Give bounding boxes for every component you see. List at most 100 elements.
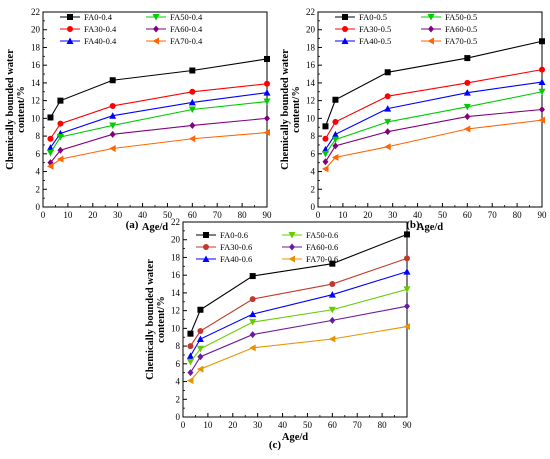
data-point [464,55,471,62]
legend-marker [342,14,348,20]
data-point [56,155,64,163]
y-tick-label: 0 [311,202,316,212]
data-point [464,113,471,121]
data-point [249,344,256,352]
y-tick-label: 2 [36,184,41,194]
series-FA50-0.6 [186,286,411,366]
data-point [188,135,196,143]
y-tick-label: 8 [36,131,41,141]
data-point [329,316,336,324]
y-tick-label: 16 [306,60,316,70]
y-tick-label: 18 [31,42,41,52]
data-point [46,149,54,157]
legend-entry: FA70-0.6 [282,254,338,264]
data-point [189,88,196,95]
legend-entry: FA60-0.4 [146,24,203,34]
data-point [186,377,194,385]
data-point [403,268,411,275]
x-tick-label: 90 [263,210,273,220]
data-point [46,162,54,170]
x-tick-label: 20 [363,210,373,220]
series-line [325,119,543,170]
legend-label: FA40-0.5 [359,36,391,46]
legend-label: FA50-0.6 [306,230,338,240]
data-point [321,165,329,173]
legend-label: FA70-0.4 [170,36,203,46]
y-tick-label: 12 [171,306,180,316]
y-tick-label: 4 [36,167,41,177]
legend-marker [342,26,348,32]
x-tick-label: 10 [63,210,73,220]
data-point [463,103,471,111]
y-tick-label: 10 [306,113,316,123]
legend-entry: FA50-0.4 [146,12,203,22]
series-line [190,288,408,363]
legend-entry: FA40-0.4 [60,36,117,46]
data-point [264,55,270,62]
y-axis-label-line-2: content/% [291,86,302,133]
data-point [329,281,336,288]
legend-entry: FA0-0.5 [335,12,387,22]
y-tick-label: 4 [176,377,181,387]
data-point [188,106,196,113]
series-FA60-0.5 [322,106,545,166]
data-point [404,302,410,310]
y-tick-label: 16 [31,60,41,70]
x-tick-label: 70 [353,420,363,430]
y-tick-label: 18 [306,42,316,52]
x-tick-label: 30 [388,210,398,220]
data-point [538,78,546,86]
data-point [263,129,270,137]
series-line [49,58,268,118]
data-point [404,231,410,238]
data-point [538,116,545,124]
x-tick-label: 80 [378,420,388,430]
series-FA50-0.4 [46,98,271,157]
data-point [384,118,392,126]
legend-marker [288,255,295,263]
legend-label: FA60-0.6 [306,242,338,252]
legend-marker [203,232,209,238]
panel-label: (c) [269,439,282,451]
x-tick-label: 0 [41,210,46,220]
data-point [463,125,471,133]
data-point [46,144,54,151]
data-point [331,136,339,144]
series-FA60-0.6 [187,302,410,377]
data-point [188,98,196,106]
x-tick-label: 60 [328,420,338,430]
data-point [332,96,339,103]
data-point [109,122,117,129]
legend-entry: FA30-0.6 [196,242,252,252]
data-point [264,114,270,122]
x-axis-label: Age/d [142,222,168,233]
series-FA60-0.4 [47,114,270,167]
legend-marker [67,26,73,32]
legend-label: FA70-0.6 [306,254,338,264]
data-point [197,328,204,335]
data-point [109,77,116,84]
x-tick-label: 40 [138,210,148,220]
data-point [196,335,204,342]
legend-label: FA30-0.5 [359,24,391,34]
y-axis-label-line-1: Chemically bounded water [280,49,291,170]
data-point [249,296,256,303]
legend-marker [67,14,73,20]
data-point [187,330,194,337]
x-tick-label: 50 [438,210,448,220]
series-line [190,305,408,373]
x-tick-label: 70 [488,210,498,220]
legend-marker [153,25,159,33]
series-FA70-0.4 [46,129,270,170]
data-point [464,79,471,86]
legend-label: FA40-0.4 [84,36,117,46]
legend-entry: FA0-0.6 [196,230,248,240]
data-point [197,353,204,361]
data-point [322,158,329,166]
y-tick-label: 20 [171,235,181,245]
legend-marker [427,37,434,45]
y-tick-label: 4 [311,167,316,177]
series-line [50,117,268,164]
